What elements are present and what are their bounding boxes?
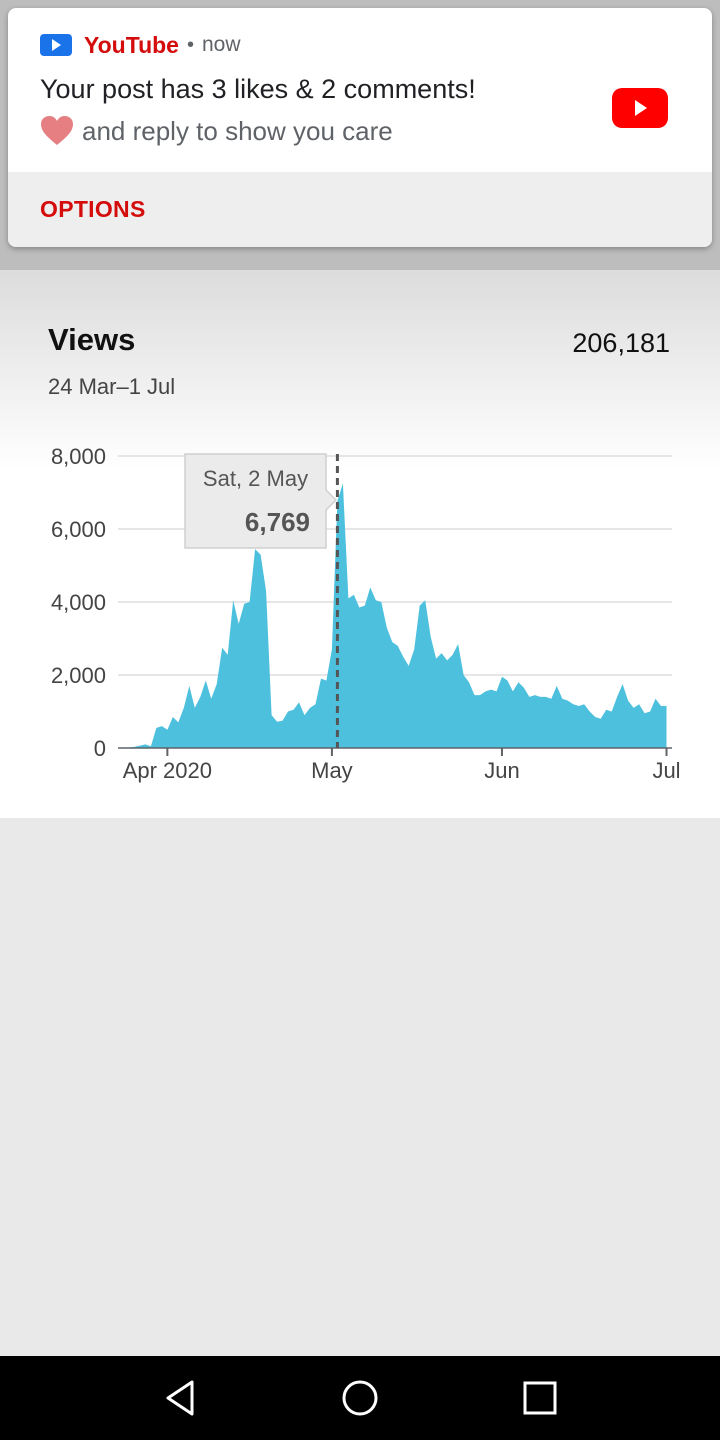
back-icon[interactable] <box>158 1376 202 1420</box>
notification-body-text: and reply to show you care <box>82 115 393 146</box>
tooltip-date: Sat, 2 May <box>203 466 308 491</box>
views-title: Views <box>48 322 136 357</box>
navigation-bar <box>0 1356 720 1440</box>
notification-title: Your post has 3 likes & 2 comments! <box>40 74 476 104</box>
notification-card[interactable]: YouTube • now Your post has 3 likes & 2 … <box>8 8 712 247</box>
tooltip-value: 6,769 <box>245 507 310 537</box>
separator-dot: • <box>186 33 194 56</box>
heart-icon <box>41 116 73 145</box>
options-button[interactable]: OPTIONS <box>40 196 146 222</box>
notification-time: now <box>201 33 241 56</box>
chart-tooltip: Sat, 2 May 6,769 <box>184 453 338 549</box>
y-tick-label: 4,000 <box>51 590 106 615</box>
recents-icon[interactable] <box>518 1376 562 1420</box>
tooltip-box <box>184 453 338 549</box>
y-tick-label: 8,000 <box>51 444 106 469</box>
x-axis-ticks: Apr 2020 May Jun Jul <box>123 748 681 783</box>
views-area-series <box>123 483 667 748</box>
date-range: 24 Mar–1 Jul <box>48 374 176 399</box>
notification-body: and reply to show you care <box>40 114 393 148</box>
y-axis-labels: 0 2,000 4,000 6,000 8,000 <box>51 444 106 761</box>
app-name: YouTube <box>84 31 179 58</box>
notification-actions: OPTIONS <box>8 172 712 247</box>
youtube-logo-icon <box>612 88 668 128</box>
y-tick-label: 0 <box>94 736 106 761</box>
x-tick-label: May <box>311 758 353 783</box>
views-analytics-card: Views 206,181 24 Mar–1 Jul 0 2,000 4,000 6,… <box>0 270 720 818</box>
views-total: 206,181 <box>572 328 670 358</box>
x-tick-label: Jul <box>652 758 680 783</box>
y-tick-label: 2,000 <box>51 663 106 688</box>
x-tick-label: Jun <box>484 758 519 783</box>
y-tick-label: 6,000 <box>51 517 106 542</box>
x-tick-label: Apr 2020 <box>123 758 212 783</box>
youtube-play-icon <box>40 34 72 56</box>
notification-header: YouTube • now <box>40 30 241 60</box>
home-icon[interactable] <box>338 1376 382 1420</box>
